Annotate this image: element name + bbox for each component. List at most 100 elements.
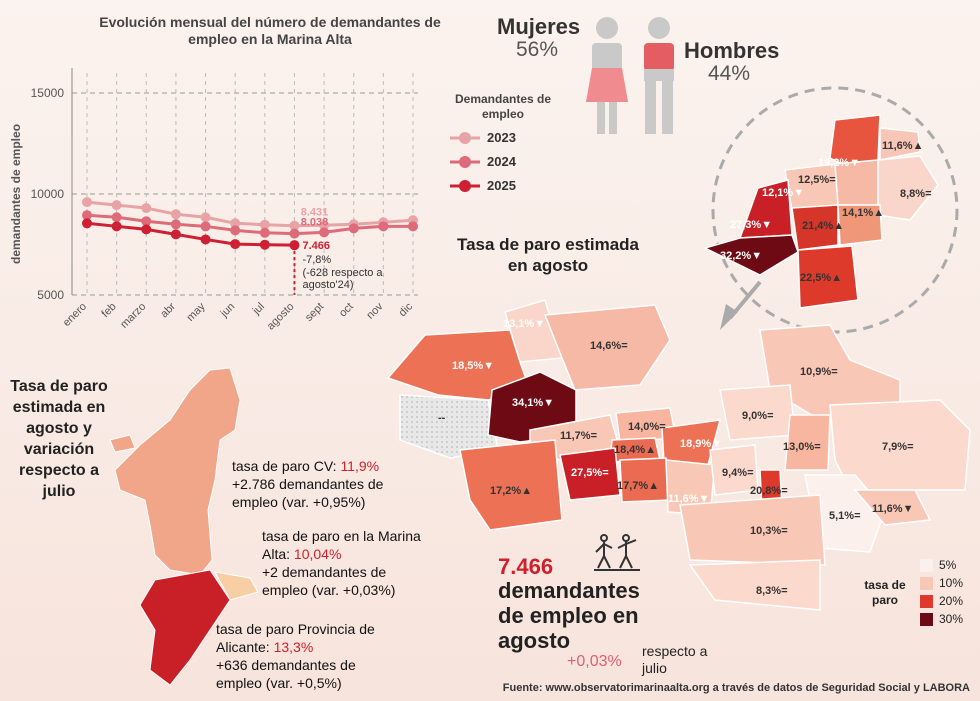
x-tick-label: marzo (118, 301, 148, 331)
point-2023 (170, 209, 181, 220)
annotation-2024: 8.038 (301, 217, 329, 229)
scale-item-30: 30% (920, 612, 963, 627)
map-label-8: 18,4%▲ (614, 444, 657, 456)
mun-13-0 (784, 414, 831, 471)
info-alicante: tasa de paro Provincia de Alicante: 13,3… (216, 621, 375, 691)
point-2024 (230, 225, 241, 236)
men-pct: 44% (708, 62, 751, 85)
map-label-15: 9,0%= (742, 410, 774, 422)
point-2023 (289, 220, 300, 231)
man-icon (644, 17, 674, 134)
scale-item-5: 5% (920, 558, 956, 573)
map-label-16: 13,0%= (783, 441, 821, 453)
map-label-21: 11,6%▼ (872, 503, 914, 515)
inset-mun-141 (837, 204, 883, 246)
point-2024 (111, 212, 122, 223)
job-seekers-icon (594, 534, 640, 571)
women-pct: 56% (516, 38, 559, 61)
inset-label-7: 21,4%▲ (802, 220, 845, 232)
valencia-region-map (109, 367, 259, 686)
map-label-14: 10,9%= (800, 366, 838, 378)
map-label-20: 5,1%= (829, 510, 861, 522)
inset-mun-225 (797, 245, 859, 309)
x-tick-label: feb (99, 301, 118, 320)
mun-9-4 (709, 444, 759, 496)
region-valencia-castellon (114, 367, 241, 576)
marina-alta-map (386, 299, 971, 611)
mun-11-6b (853, 489, 932, 526)
map-label-6: 11,7%= (560, 430, 598, 442)
map-label-3: 18,5%▼ (452, 360, 495, 372)
point-2023 (230, 218, 241, 229)
annotation-2025: 7.466 (302, 240, 330, 252)
legend-label-2023: 2023 (487, 130, 516, 145)
annotation-note-2: agosto'24) (302, 279, 353, 291)
scale-item-10: 10% (920, 576, 963, 591)
map-title: Tasa de paro estimada en agosto (456, 235, 640, 275)
x-tick-label: enero (61, 301, 89, 329)
map-label-5: -- (438, 412, 446, 424)
y-tick-label: 5000 (37, 288, 64, 302)
point-2024 (319, 227, 330, 238)
inset-label-3: 12,1%▼ (762, 187, 805, 199)
x-tick-label: agosto (265, 301, 297, 333)
map-label-10: 27,5%= (571, 467, 609, 479)
point-2025 (259, 239, 270, 250)
mun-8-3 (688, 559, 821, 611)
annotation-change: -7,8% (302, 254, 331, 266)
x-tick-label: jul (250, 301, 267, 318)
point-2024 (408, 221, 418, 232)
map-label-17: 7,9%= (882, 441, 914, 453)
map-label-22: 10,3%= (750, 525, 788, 537)
map-label-13: 11,6%▼ (668, 493, 710, 505)
gender-figures (586, 17, 674, 134)
summary-variation-text: respecto a julio (642, 643, 708, 676)
annotation-note-1: (-628 respecto a (302, 267, 383, 279)
map-label-11: 17,7%▲ (617, 480, 660, 492)
inset-mun-322 (702, 234, 799, 276)
legend-2025 (450, 180, 480, 192)
point-2024 (141, 216, 152, 227)
men-label: Hombres (684, 38, 780, 63)
point-2023 (200, 212, 211, 223)
line-chart: demandantes de empleo 5000 10000 15000 enero… (9, 68, 418, 333)
mun-7-9 (829, 399, 971, 491)
point-2025 (141, 224, 152, 235)
region-enclave (109, 434, 136, 453)
annotation-2023: 8.431 (301, 207, 329, 219)
inset-label-8: 14,1%▲ (842, 207, 885, 219)
scale-item-20: 20% (920, 594, 963, 609)
point-2024 (82, 210, 92, 221)
summary-text: demandantes de empleo en agosto (498, 578, 640, 653)
region-marina-alta (214, 571, 259, 601)
inset-mun-11 (879, 127, 921, 161)
x-tick-label: may (184, 300, 208, 324)
point-2025 (111, 221, 122, 232)
point-2024 (259, 227, 270, 238)
point-2023 (141, 203, 152, 214)
chart-title: Evolución mensual del número de demandan… (99, 14, 441, 47)
series-line-2023 (86, 200, 414, 228)
left-panel-title: Tasa de paro estimada en agosto y variac… (10, 378, 108, 500)
point-2024 (378, 221, 389, 232)
point-2024 (348, 223, 359, 234)
region-alicante (139, 569, 231, 686)
mun-10-3 (679, 494, 826, 566)
map-label-18: 9,4%= (722, 467, 754, 479)
inset-label-9: 32,2%▼ (720, 250, 763, 262)
map-label-7: 14,0%= (628, 421, 666, 433)
source-note: Fuente: www.observatorimarinaalta.org a … (502, 682, 970, 694)
inset-map (702, 86, 959, 334)
point-2023 (259, 219, 270, 230)
y-tick-label: 10000 (31, 187, 65, 201)
map-label-19: 20,8%= (750, 485, 788, 497)
legend-label-2024: 2024 (487, 154, 516, 169)
scale-title: tasa de paro (864, 578, 906, 607)
info-marina-alta: tasa de paro en la Marina Alta: 10,04% +… (262, 528, 421, 598)
summary-number: 7.466 (498, 554, 554, 579)
mun-27-5 (559, 447, 621, 501)
inset-label-5: 8,8%= (900, 188, 932, 200)
point-2024 (170, 219, 181, 230)
legend-label-2025: 2025 (487, 178, 516, 193)
point-2025 (82, 218, 92, 229)
